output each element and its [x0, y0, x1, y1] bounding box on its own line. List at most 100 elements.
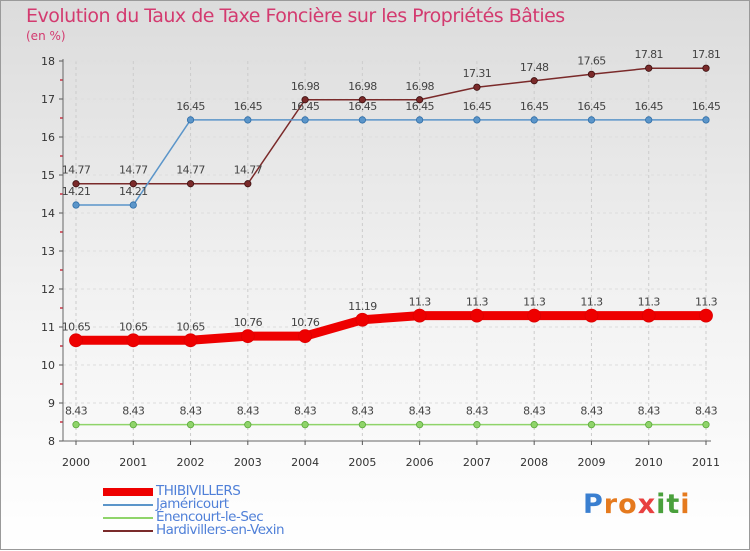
logo-letter: i — [680, 489, 691, 520]
data-label: 14.77 — [234, 164, 263, 177]
y-tick-label: 15 — [41, 169, 55, 182]
legend-item: Énencourt-le-Sec — [103, 509, 363, 525]
data-label: 10.65 — [176, 320, 205, 333]
data-point — [473, 421, 481, 429]
legend: THIBIVILLERS Jaméricourt Énencourt-le-Sec H… — [103, 483, 363, 538]
data-label: 14.21 — [62, 185, 91, 198]
data-point — [587, 421, 596, 429]
logo-letter: o — [618, 489, 638, 520]
data-label: 10.76 — [291, 316, 320, 329]
data-label: 8.43 — [237, 405, 260, 418]
data-point — [129, 421, 137, 429]
y-axis-unit-label: (en %) — [26, 29, 66, 43]
data-label: 16.98 — [348, 80, 377, 93]
legend-label: THIBIVILLERS — [156, 483, 241, 499]
data-label: 16.45 — [405, 100, 434, 113]
data-label: 11.3 — [638, 296, 661, 309]
data-point — [186, 116, 195, 124]
legend-item: THIBIVILLERS — [103, 483, 363, 499]
data-label: 14.77 — [62, 164, 91, 177]
data-point — [416, 116, 424, 124]
data-point — [186, 421, 195, 429]
data-label: 8.43 — [638, 405, 661, 418]
x-tick-label: 2003 — [234, 456, 262, 469]
data-point — [72, 180, 80, 188]
legend-label: Énencourt-le-Sec — [156, 509, 264, 525]
data-label: 17.81 — [634, 48, 663, 61]
data-label: 11.3 — [409, 296, 432, 309]
y-tick-label: 18 — [41, 55, 55, 68]
data-point — [416, 96, 424, 104]
data-point — [530, 116, 538, 124]
data-point — [530, 77, 538, 85]
data-label: 16.45 — [577, 100, 606, 113]
legend-label: Jaméricourt — [156, 496, 229, 512]
x-tick-label: 2002 — [177, 456, 205, 469]
legend-item: Hardivillers-en-Vexin — [103, 522, 363, 538]
logo-letter: t — [666, 489, 681, 520]
data-point — [358, 96, 366, 104]
data-label: 8.43 — [580, 405, 603, 418]
legend-swatch — [103, 488, 153, 496]
legend-swatch — [103, 517, 153, 519]
data-label: 10.76 — [234, 316, 263, 329]
x-tick-label: 2010 — [635, 456, 663, 469]
data-label: 17.31 — [463, 67, 492, 80]
data-point — [699, 308, 713, 323]
data-label: 16.45 — [291, 100, 320, 113]
data-label: 14.21 — [119, 185, 148, 198]
data-label: 16.45 — [463, 100, 492, 113]
series-lines — [69, 64, 713, 429]
data-point — [244, 421, 252, 429]
chart-title: Evolution du Taux de Taxe Foncière sur l… — [26, 5, 565, 27]
data-label: 16.45 — [176, 100, 205, 113]
logo-letter: x — [637, 489, 657, 520]
data-label: 8.43 — [466, 405, 489, 418]
data-point — [72, 201, 80, 209]
data-label: 17.81 — [692, 48, 721, 61]
data-label: 8.43 — [294, 405, 317, 418]
data-label: 11.3 — [695, 296, 718, 309]
data-point — [530, 421, 538, 429]
data-point — [301, 116, 309, 124]
data-label: 11.19 — [348, 300, 377, 313]
data-label: 10.65 — [62, 320, 91, 333]
x-tick-label: 2011 — [692, 456, 720, 469]
data-label: 16.98 — [405, 80, 434, 93]
legend-label: Hardivillers-en-Vexin — [156, 522, 285, 538]
data-label: 8.43 — [179, 405, 202, 418]
data-point — [587, 70, 596, 78]
y-tick-label: 12 — [41, 283, 55, 296]
data-label: 10.65 — [119, 320, 148, 333]
data-label: 17.48 — [520, 61, 549, 74]
y-tick-label: 16 — [41, 131, 55, 144]
legend-swatch — [103, 530, 153, 532]
logo-letter: r — [603, 489, 619, 520]
data-point — [72, 421, 80, 429]
data-point — [641, 308, 656, 323]
data-point — [129, 201, 137, 209]
data-point — [416, 421, 424, 429]
series-line-3 — [75, 67, 707, 185]
data-label: 17.65 — [577, 54, 606, 67]
data-point — [358, 421, 366, 429]
data-label: 16.45 — [234, 100, 263, 113]
data-label: 8.43 — [523, 405, 546, 418]
data-point — [301, 96, 309, 104]
y-tick-label: 9 — [48, 397, 55, 410]
proxiti-logo: Proxiti — [583, 489, 691, 520]
x-tick-label: 2008 — [520, 456, 548, 469]
data-point — [129, 180, 137, 188]
y-tick-label: 14 — [41, 207, 55, 220]
logo-letter: P — [583, 489, 604, 520]
y-tick-label: 8 — [48, 435, 55, 448]
logo-letter: i — [656, 489, 667, 520]
data-label: 16.45 — [692, 100, 721, 113]
x-tick-label: 2007 — [463, 456, 491, 469]
series-line-0 — [71, 311, 711, 345]
legend-swatch — [103, 504, 153, 506]
data-point — [240, 329, 255, 344]
data-point — [645, 64, 653, 72]
